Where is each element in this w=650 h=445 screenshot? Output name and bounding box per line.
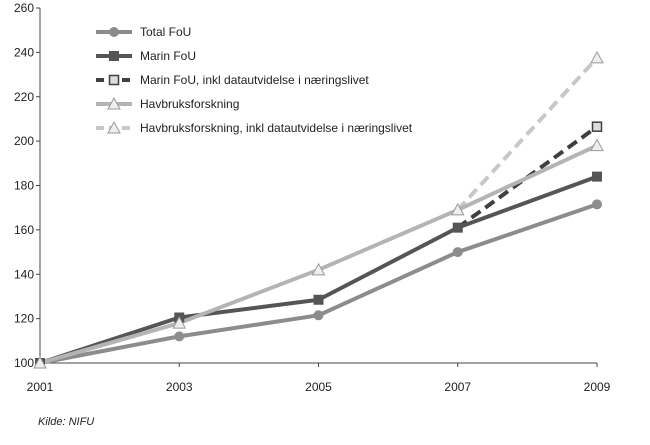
y-tick-label: 120 (14, 312, 34, 326)
y-tick-label: 240 (14, 45, 34, 59)
y-tick-label: 200 (14, 134, 34, 148)
data-point (313, 310, 324, 321)
legend-marker-2 (108, 74, 120, 86)
y-tick-label: 160 (14, 223, 34, 237)
y-tick-label: 180 (14, 179, 34, 193)
source-note: Kilde: NIFU (38, 416, 95, 428)
data-point (313, 294, 324, 305)
legend-marker-4 (107, 120, 121, 134)
data-point (590, 138, 604, 152)
series-line-4 (456, 56, 599, 212)
data-point (591, 121, 603, 132)
data-point (311, 262, 326, 276)
series-line-3 (39, 143, 598, 365)
data-point (592, 171, 602, 182)
legend-label-4: Havbruksforskning, inkl datautvidelse i … (140, 121, 413, 135)
legend-label-2: Marin FoU, inkl datautvidelse i næringsl… (140, 73, 369, 87)
legend-label-1: Marin FoU (140, 49, 196, 63)
legend-marker-3 (107, 96, 121, 110)
x-tick-label: 2005 (305, 380, 332, 394)
y-tick-label: 220 (14, 90, 34, 104)
data-point (33, 355, 47, 369)
legend-marker-0 (109, 27, 119, 37)
data-point (172, 316, 187, 329)
data-point (452, 247, 463, 258)
data-point (590, 50, 604, 64)
data-point (452, 222, 463, 233)
legend-label-3: Havbruksforskning (140, 97, 239, 111)
x-tick-label: 2009 (584, 380, 611, 394)
y-tick-label: 100 (14, 356, 34, 370)
data-point (450, 202, 465, 216)
x-tick-label: 2003 (166, 380, 193, 394)
data-point (174, 331, 185, 342)
x-tick-label: 2001 (27, 380, 54, 394)
legend-marker-1 (109, 51, 119, 61)
data-point (592, 199, 602, 210)
x-tick-label: 2007 (444, 380, 471, 394)
y-tick-label: 140 (14, 267, 34, 281)
legend-label-0: Total FoU (140, 25, 191, 39)
y-tick-label: 260 (14, 1, 34, 15)
